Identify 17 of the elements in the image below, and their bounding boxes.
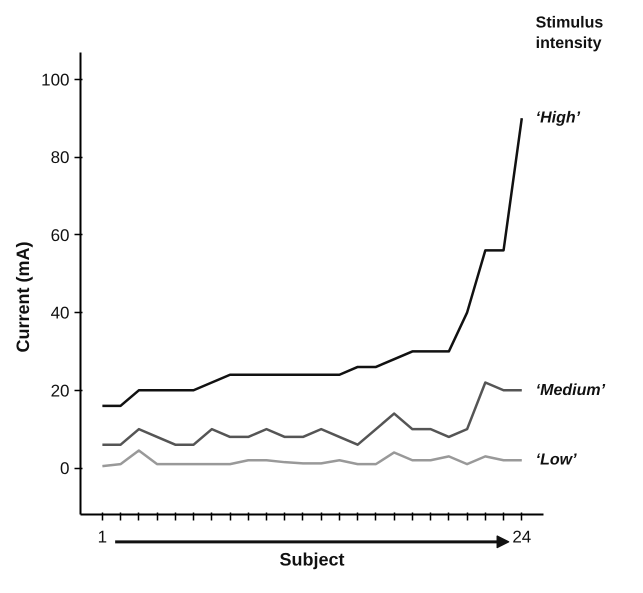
x-tick-label: 24 bbox=[512, 528, 532, 547]
line-series bbox=[101, 116, 524, 408]
y-tick-label: 20 bbox=[50, 381, 70, 400]
x-axis-title: Subject bbox=[279, 550, 345, 570]
y-tick-label: 40 bbox=[50, 304, 70, 323]
y-tick-label: 100 bbox=[41, 70, 70, 90]
legend-title: Stimulus intensity bbox=[536, 14, 604, 52]
y-axis-title: Current (mA) bbox=[13, 241, 34, 352]
y-tick-label: 80 bbox=[50, 148, 70, 168]
x-tick-label: 1 bbox=[98, 528, 108, 547]
line-series bbox=[101, 449, 524, 468]
line-series bbox=[101, 381, 524, 446]
y-tick-label: 60 bbox=[50, 226, 70, 245]
series-label: ‘High’ bbox=[536, 110, 581, 127]
y-tick-label: 0 bbox=[60, 459, 70, 478]
series-label: ‘Low’ bbox=[536, 452, 578, 469]
series-label: ‘Medium’ bbox=[536, 382, 606, 399]
